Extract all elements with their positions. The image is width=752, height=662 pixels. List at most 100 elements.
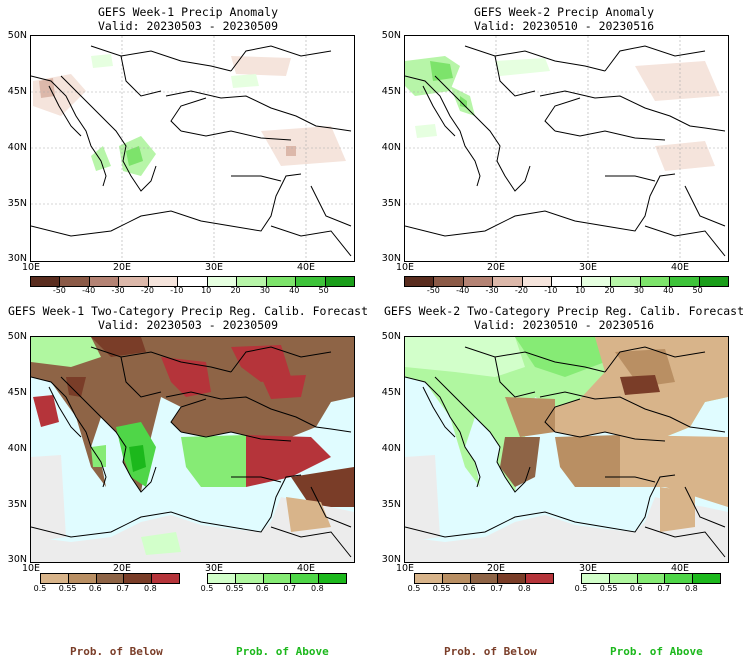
land-below-0.8 — [33, 395, 59, 427]
colorbar-tick-label: 0.55 — [225, 584, 244, 593]
lat-label: 45N — [7, 86, 27, 97]
colorbar-swatch — [148, 277, 179, 286]
colorbar-swatch — [207, 277, 238, 286]
lon-label: 20E — [486, 262, 506, 273]
panel-title: GEFS Week-2 Two-Category Precip Reg. Cal… — [383, 304, 745, 318]
colorbar-swatch — [31, 277, 61, 286]
lon-label: 20E — [112, 262, 132, 273]
colorbar-swatch — [325, 277, 354, 286]
colorbar-swatch — [640, 277, 671, 286]
land-above — [181, 435, 246, 487]
coastlines — [31, 45, 352, 257]
lat-label: 50N — [7, 331, 27, 342]
colorbar-tick-label: 0.5 — [200, 584, 214, 593]
lon-label: 10E — [21, 563, 41, 574]
land-above-0.8 — [129, 445, 146, 472]
land-below-0.5 — [286, 497, 331, 532]
colorbar-swatch — [665, 574, 694, 583]
land-above — [91, 445, 106, 467]
colorbar-swatch — [124, 574, 153, 583]
anomaly-patch-dry — [39, 78, 55, 98]
colorbar-swatch — [237, 277, 267, 286]
lat-label: 35N — [381, 499, 401, 510]
lon-label: 30E — [204, 563, 224, 574]
land-below-0.7 — [66, 377, 86, 397]
anomaly-patch-dry — [231, 56, 291, 76]
below-colorbar — [40, 573, 180, 584]
anomaly-patch-wet — [91, 146, 111, 171]
land-below-0.55 — [555, 435, 620, 487]
land-below-0.8 — [246, 435, 331, 487]
colorbar-tick-label: 0.6 — [462, 584, 476, 593]
colorbar-tick-label: 0.6 — [629, 584, 643, 593]
colorbar-tick-label: 0.55 — [599, 584, 618, 593]
land-below-0.8 — [261, 375, 306, 399]
colorbar-tick-label: 0.6 — [88, 584, 102, 593]
panel-valid-dates: Valid: 20230510 - 20230516 — [473, 19, 654, 33]
anomaly-patch-dry — [286, 146, 296, 156]
lat-label: 35N — [381, 198, 401, 209]
anomaly-patch-wet — [495, 58, 550, 76]
below-colorbar — [414, 573, 554, 584]
panel-title: GEFS Week-1 Precip Anomaly — [97, 5, 278, 19]
lon-label: 10E — [21, 262, 41, 273]
lon-label: 40E — [670, 563, 690, 574]
lon-label: 40E — [296, 563, 316, 574]
colorbar-tick-label: 50 — [692, 286, 703, 295]
land-below-0.55 — [505, 397, 555, 437]
map-canvas — [405, 36, 728, 261]
colorbar-swatch — [96, 574, 125, 583]
colorbar-tick-label: -50 — [426, 286, 440, 295]
panel-valid-dates: Valid: 20230503 - 20230509 — [97, 318, 278, 332]
colorbar-tick-label: 0.5 — [407, 584, 421, 593]
colorbar-swatch — [235, 574, 264, 583]
land-below-0.55 — [615, 349, 675, 387]
colorbar-tick-label: -50 — [52, 286, 66, 295]
colorbar-swatch — [68, 574, 97, 583]
colorbar-swatch — [89, 277, 120, 286]
colorbar-tick-label: 10 — [575, 286, 586, 295]
colorbar-swatch — [609, 574, 638, 583]
colorbar-tick-label: 0.5 — [574, 584, 588, 593]
colorbar-tick-label: 20 — [604, 286, 615, 295]
colorbar-swatch — [178, 277, 208, 286]
colorbar-swatch — [296, 277, 326, 286]
colorbar-tick-label: 0.55 — [432, 584, 451, 593]
land-no-forecast — [405, 455, 440, 542]
colorbar-tick-label: 50 — [318, 286, 329, 295]
colorbar-swatch — [637, 574, 666, 583]
anomaly-patch-dry — [261, 126, 346, 166]
colorbar-tick-label: 0.5 — [33, 584, 47, 593]
land-below-0.8 — [231, 345, 291, 382]
colorbar-swatch — [208, 574, 236, 583]
lat-label: 50N — [381, 331, 401, 342]
colorbar-tick-label: -10 — [170, 286, 184, 295]
lat-label: 40N — [7, 443, 27, 454]
anomaly-patch-wet — [126, 146, 143, 166]
colorbar-tick-label: 30 — [633, 286, 644, 295]
panel-week1-probability: GEFS Week-1 Two-Category Precip Reg. Cal… — [0, 300, 376, 662]
map-area — [30, 35, 355, 262]
land-above — [31, 337, 101, 367]
panel-title: GEFS Week-1 Two-Category Precip Reg. Cal… — [7, 304, 369, 318]
panel-week2-probability: GEFS Week-2 Two-Category Precip Reg. Cal… — [376, 300, 752, 662]
lat-label: 45N — [381, 387, 401, 398]
colorbar-swatch — [263, 574, 292, 583]
lat-label: 40N — [381, 142, 401, 153]
colorbar-tick-label: -20 — [514, 286, 528, 295]
colorbar-swatch — [670, 277, 700, 286]
map-canvas — [31, 337, 354, 562]
lat-label: 30N — [7, 253, 27, 264]
land-below-0.6 — [500, 437, 540, 487]
colorbar-swatch — [693, 574, 720, 583]
colorbar-tick-label: 0.7 — [490, 584, 504, 593]
above-legend-title: Prob. of Above — [610, 645, 703, 658]
colorbar-swatch — [119, 277, 149, 286]
land-below-0.5 — [620, 435, 728, 507]
map-canvas — [405, 337, 728, 562]
colorbar-swatch — [405, 277, 435, 286]
land-below-0.8 — [161, 357, 211, 397]
colorbar-swatch — [522, 277, 553, 286]
below-legend-title: Prob. of Below — [70, 645, 163, 658]
land-no-forecast — [405, 497, 728, 562]
